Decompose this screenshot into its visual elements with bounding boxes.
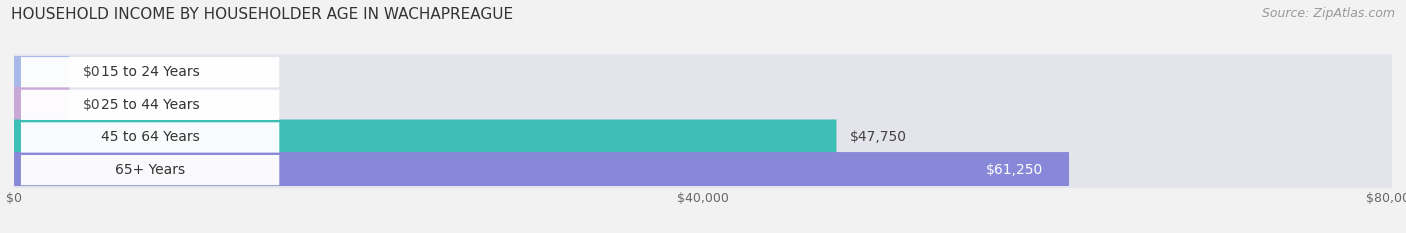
Text: 65+ Years: 65+ Years <box>115 163 186 177</box>
FancyBboxPatch shape <box>21 90 280 120</box>
FancyBboxPatch shape <box>14 54 1392 90</box>
FancyBboxPatch shape <box>14 120 1392 155</box>
FancyBboxPatch shape <box>21 57 280 87</box>
FancyBboxPatch shape <box>14 152 1069 188</box>
Text: 45 to 64 Years: 45 to 64 Years <box>101 130 200 144</box>
FancyBboxPatch shape <box>14 87 1392 123</box>
FancyBboxPatch shape <box>14 54 69 90</box>
FancyBboxPatch shape <box>14 152 1392 188</box>
Text: $61,250: $61,250 <box>986 163 1043 177</box>
FancyBboxPatch shape <box>14 87 69 123</box>
Text: $0: $0 <box>83 98 101 112</box>
Text: Source: ZipAtlas.com: Source: ZipAtlas.com <box>1261 7 1395 20</box>
Text: HOUSEHOLD INCOME BY HOUSEHOLDER AGE IN WACHAPREAGUE: HOUSEHOLD INCOME BY HOUSEHOLDER AGE IN W… <box>11 7 513 22</box>
Text: $47,750: $47,750 <box>851 130 907 144</box>
Text: 25 to 44 Years: 25 to 44 Years <box>101 98 200 112</box>
FancyBboxPatch shape <box>14 120 837 155</box>
FancyBboxPatch shape <box>21 155 280 185</box>
FancyBboxPatch shape <box>21 122 280 153</box>
Text: 15 to 24 Years: 15 to 24 Years <box>101 65 200 79</box>
Text: $0: $0 <box>83 65 101 79</box>
